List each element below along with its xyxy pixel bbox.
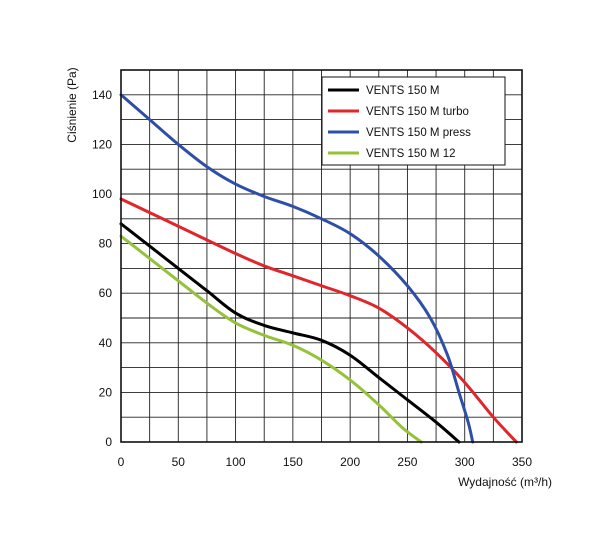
y-axis-title: Ciśnienie (Pa): [65, 67, 79, 142]
x-tick-label: 200: [340, 455, 360, 469]
x-tick-labels: 0 50 100 150 200 250 300 350: [118, 455, 533, 469]
x-tick-label: 300: [455, 455, 475, 469]
series-line-1: [119, 222, 461, 444]
legend-label: VENTS 150 M: [366, 85, 440, 97]
y-tick-label: 100: [92, 187, 112, 201]
series-line-2: [119, 197, 518, 444]
x-axis-title: Wydajność (m³/h): [458, 475, 552, 489]
legend-label: VENTS 150 M 12: [366, 148, 455, 160]
plot-frame: [120, 69, 523, 443]
series-lines: [119, 93, 518, 444]
y-tick-label: 40: [99, 336, 113, 350]
series-line-3: [119, 93, 475, 444]
legend-items: VENTS 150 M VENTS 150 M turbo VENTS 150 M …: [328, 85, 471, 160]
x-tick-label: 100: [226, 455, 246, 469]
legend-item: VENTS 150 M turbo: [328, 106, 469, 118]
x-tick-label: 150: [283, 455, 303, 469]
y-tick-label: 60: [99, 286, 113, 300]
y-tick-label: 140: [92, 88, 112, 102]
y-tick-label: 20: [99, 385, 113, 399]
x-tick-label: 0: [118, 455, 125, 469]
y-tick-label: 80: [99, 237, 113, 251]
series-line-4: [119, 234, 423, 444]
x-tick-label: 250: [397, 455, 417, 469]
y-tick-labels: 0 20 40 60 80 100 120 140: [92, 88, 112, 449]
legend: VENTS 150 M VENTS 150 M turbo VENTS 150 M …: [321, 76, 506, 166]
legend-item: VENTS 150 M 12: [328, 148, 455, 160]
legend-label: VENTS 150 M turbo: [366, 106, 469, 118]
x-tick-label: 50: [172, 455, 186, 469]
y-tick-label: 0: [105, 435, 112, 449]
legend-label: VENTS 150 M press: [366, 127, 471, 139]
x-tick-label: 350: [512, 455, 532, 469]
legend-item: VENTS 150 M press: [328, 127, 471, 139]
legend-item: VENTS 150 M: [328, 85, 440, 97]
legend-box: [321, 76, 506, 166]
y-tick-label: 120: [92, 137, 112, 151]
